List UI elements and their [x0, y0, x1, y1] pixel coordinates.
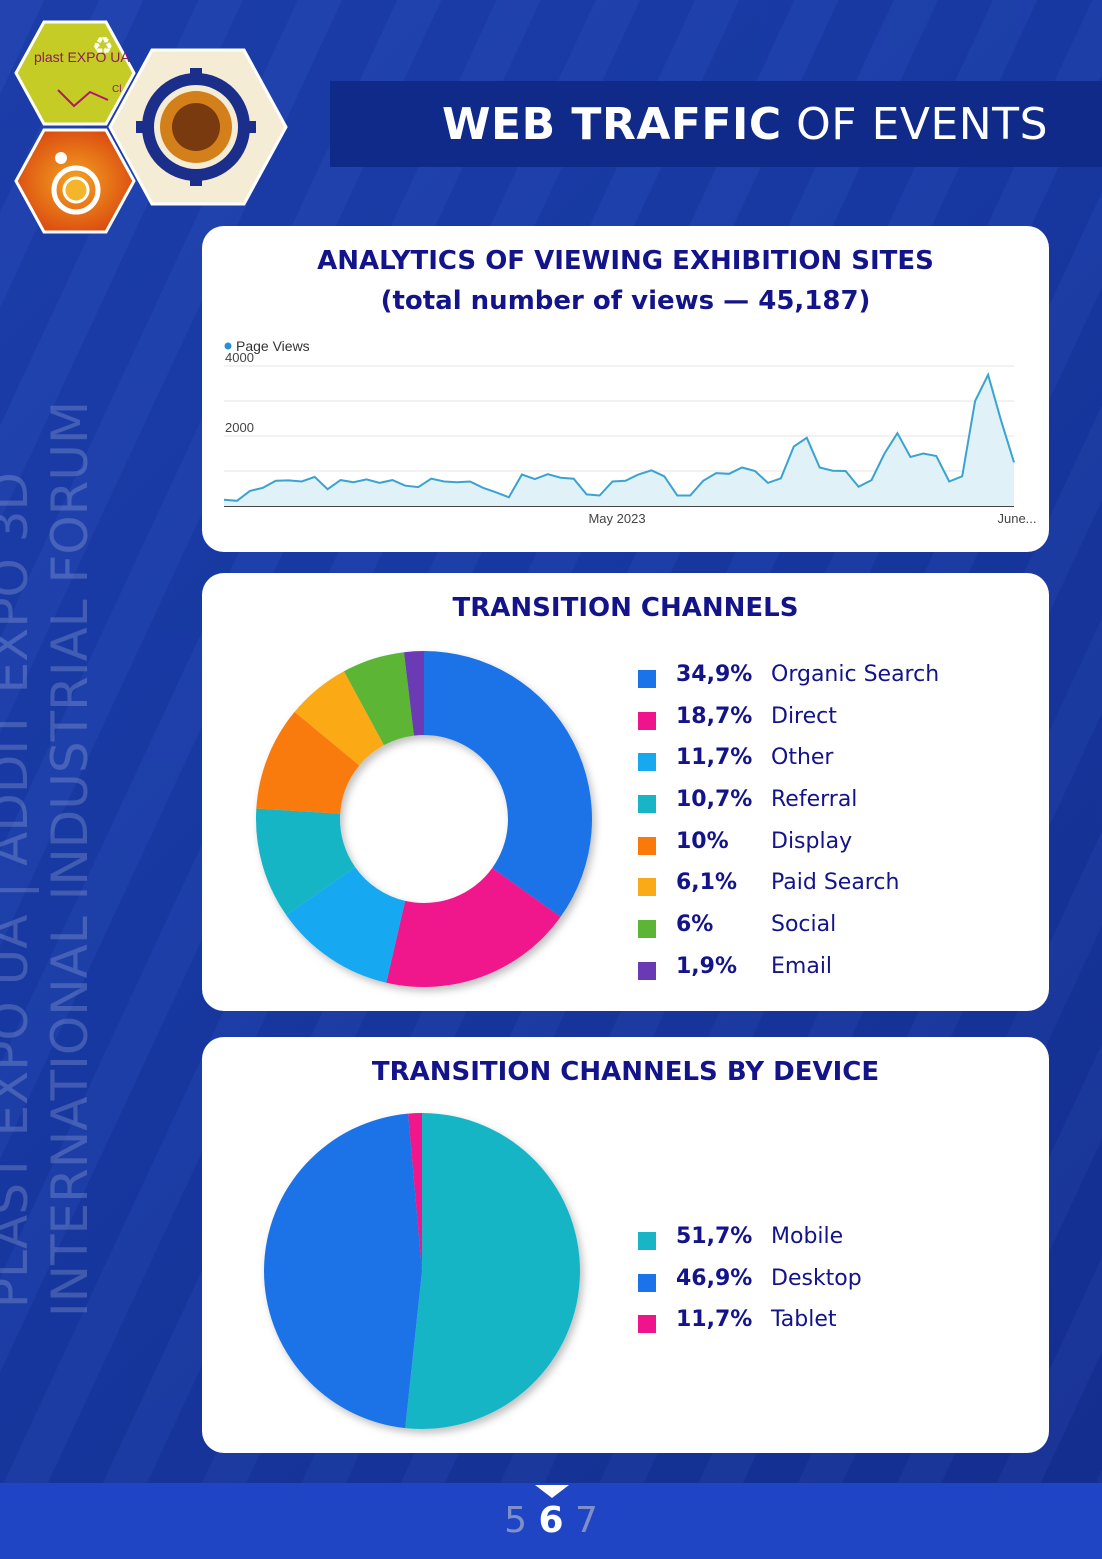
page-title-light: OF EVENTS	[781, 99, 1048, 150]
slice-direct	[386, 867, 561, 987]
page-next[interactable]: 7	[574, 1500, 598, 1541]
page-views-line	[223, 372, 1015, 502]
recycle-icon: ♻	[92, 33, 114, 60]
legend-swatch	[638, 836, 656, 855]
area-fill	[224, 374, 1014, 506]
slice-desktop	[263, 1113, 422, 1429]
device-card: TRANSITION CHANNELS BY DEVICE 51,7% Mobil…	[202, 1037, 1049, 1453]
legend-percent: 10%	[676, 828, 729, 854]
legend-swatch	[638, 878, 656, 897]
pager: 5 6 7	[0, 1500, 1102, 1541]
legend-label: Desktop	[771, 1265, 862, 1291]
legend-swatch	[638, 920, 656, 939]
channels-donut-chart	[256, 651, 592, 987]
legend-percent: 51,7%	[676, 1224, 753, 1249]
legend-label: Display	[771, 828, 853, 854]
legend-label: Other	[771, 745, 834, 771]
legend-swatch	[638, 1232, 656, 1250]
slice-tablet	[408, 1113, 422, 1271]
page-title: WEB TRAFFIC OF EVENTS	[442, 99, 1048, 150]
slice-display	[256, 711, 360, 814]
legend-swatch	[638, 1315, 656, 1334]
logo-text: plast EXPO UA	[34, 49, 130, 65]
legend-label: Direct	[771, 703, 837, 729]
legend-percent: 1,9%	[676, 953, 738, 979]
legend-swatch	[638, 1273, 656, 1292]
channels-card: TRANSITION CHANNELS 34,9% Organic Search 1…	[202, 573, 1049, 1011]
pager-arrow-icon	[535, 1485, 569, 1498]
legend-percent: 18,7%	[676, 703, 753, 729]
analytics-subtitle: (total number of views — 45,187)	[380, 286, 871, 316]
legend-swatch	[638, 711, 656, 730]
page-title-bold: WEB TRAFFIC	[441, 99, 782, 150]
legend-swatch	[638, 753, 656, 772]
analytics-title: ANALYTICS OF VIEWING EXHIBITION SITES	[317, 246, 934, 276]
side-caption-line2: PLAST EXPO UA | ADDIT EXPO 3D	[0, 471, 39, 1309]
legend-percent: 11,7%	[676, 745, 753, 771]
legend-label: Organic Search	[771, 662, 940, 687]
channels-title: TRANSITION CHANNELS	[452, 593, 799, 623]
legend-percent: 11,7%	[676, 1307, 753, 1333]
side-caption-line1: INTERNATIONAL INDUSTRIAL FORUM	[41, 400, 99, 1318]
legend-label: Referral	[771, 787, 858, 813]
logo-cl-text: Cl	[112, 84, 121, 95]
legend-percent: 6%	[676, 912, 714, 938]
legend-label: Email	[771, 953, 833, 979]
legend-percent: 34,9%	[676, 662, 753, 687]
slice-referral	[256, 808, 356, 916]
legend-label: Paid Search	[771, 870, 900, 896]
legend-label: Social	[771, 912, 837, 938]
legend-swatch	[638, 961, 656, 980]
y-tick-label: 2000	[225, 420, 254, 435]
legend-swatch	[638, 670, 656, 688]
x-tick-label: May 2023	[588, 511, 645, 526]
plast-expo-logo: plast EXPO UA Cl ♻	[14, 20, 136, 126]
legend-percent: 6,1%	[676, 870, 738, 896]
legend-label: Tablet	[771, 1307, 837, 1333]
page-views-chart: 4000 2000 Page Views May 2023 June...	[223, 338, 1037, 526]
device-pie-chart	[263, 1113, 581, 1429]
legend-percent: 46,9%	[676, 1265, 753, 1291]
slice-mobile	[405, 1113, 581, 1429]
addit-expo-logo	[14, 128, 136, 234]
slice-other	[286, 867, 406, 983]
page-prev[interactable]: 5	[504, 1500, 528, 1541]
slice-organic-search	[424, 651, 592, 917]
page-current: 6	[538, 1500, 564, 1541]
legend-label: Mobile	[771, 1224, 844, 1249]
device-title: TRANSITION CHANNELS BY DEVICE	[371, 1057, 880, 1087]
legend-dot-icon	[224, 342, 232, 350]
side-caption: PLAST EXPO UA | ADDIT EXPO 3D	[0, 390, 40, 1390]
legend-swatch	[638, 795, 656, 814]
title-band	[330, 81, 1102, 167]
legend-entry: Page Views	[236, 338, 310, 354]
forum-gear-logo	[108, 48, 288, 206]
y-tick-label: 4000	[225, 350, 254, 365]
page-views-card: ANALYTICS OF VIEWING EXHIBITION SITES (t…	[202, 226, 1049, 552]
x-tick-label: June...	[997, 511, 1036, 526]
slice-social	[343, 652, 414, 746]
legend-percent: 10,7%	[676, 787, 753, 813]
slice-paid-search	[294, 671, 384, 766]
slice-email	[403, 651, 424, 736]
